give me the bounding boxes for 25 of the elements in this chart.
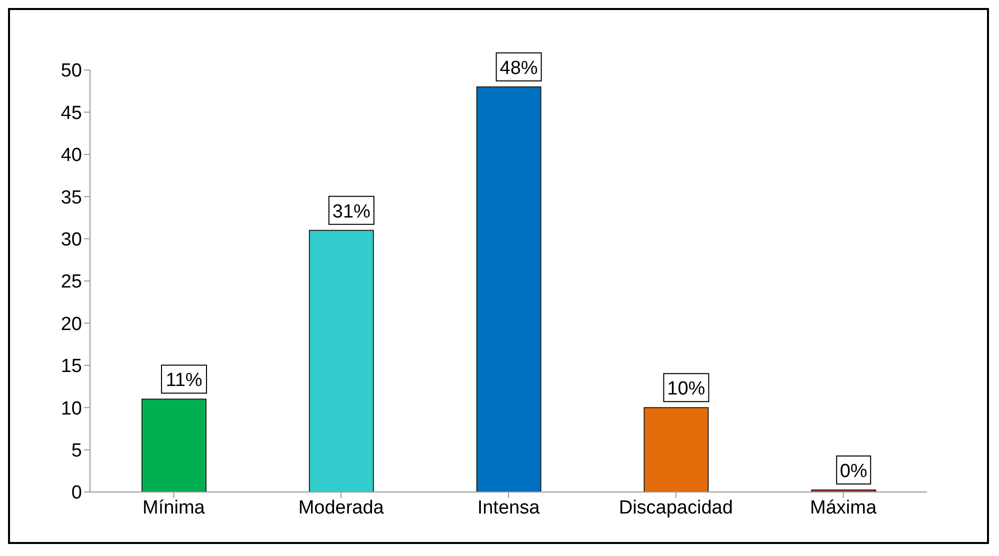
- data-label: 0%: [840, 461, 868, 482]
- y-tick-label: 35: [60, 187, 82, 208]
- y-tick-label: 40: [60, 145, 82, 166]
- data-label: 10%: [667, 378, 706, 400]
- y-tick-label: 50: [60, 60, 82, 82]
- y-tick-label: 45: [60, 102, 82, 124]
- bar: [644, 407, 709, 492]
- y-tick-label: 25: [60, 272, 82, 293]
- bar: [142, 398, 206, 492]
- y-tick-label: 0: [71, 482, 82, 504]
- data-label: 48%: [500, 58, 538, 79]
- bar: [476, 86, 542, 492]
- x-tick-label: Moderada: [298, 497, 384, 518]
- x-tick-label: Intensa: [477, 497, 540, 518]
- data-label: 11%: [166, 370, 202, 392]
- y-tick-label: 15: [60, 356, 82, 378]
- y-tick-label: 5: [71, 440, 82, 462]
- y-tick-label: 20: [60, 314, 82, 335]
- x-tick-label: Mínima: [142, 497, 206, 518]
- bar: [308, 230, 374, 492]
- data-label: 31%: [332, 201, 371, 222]
- x-tick-label: Discapacidad: [618, 497, 733, 518]
- x-tick-label: Máxima: [810, 497, 877, 518]
- y-tick-label: 30: [60, 230, 82, 251]
- y-tick-label: 10: [60, 398, 82, 420]
